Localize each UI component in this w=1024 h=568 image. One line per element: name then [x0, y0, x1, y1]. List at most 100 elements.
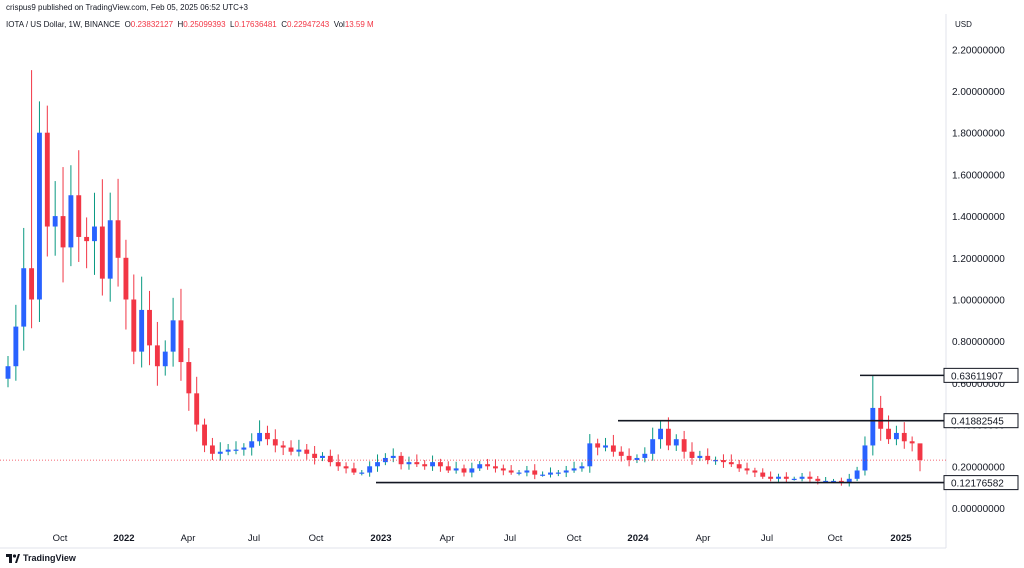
candle-body — [5, 366, 11, 379]
candle-body — [760, 472, 766, 477]
candle-body — [469, 468, 475, 473]
candle-body — [642, 453, 648, 458]
open-label: O — [124, 20, 131, 29]
publisher-info: crispus9 published on TradingView.com, F… — [6, 3, 248, 12]
candle-body — [540, 474, 546, 476]
candle-body — [555, 472, 561, 474]
candle-body — [367, 466, 373, 473]
candle-body — [202, 424, 207, 446]
candle-body — [799, 476, 805, 479]
y-tick-label: 1.80000000 — [952, 129, 1005, 140]
level-label: 0.63611907 — [951, 371, 1004, 382]
candle-body — [618, 451, 624, 456]
y-tick-label: 1.60000000 — [952, 170, 1005, 181]
candle-body — [131, 299, 137, 352]
candle-body — [768, 476, 774, 479]
candle-body — [99, 226, 105, 279]
candle-body — [406, 462, 412, 465]
candle-body — [548, 472, 553, 475]
candle-body — [831, 480, 836, 483]
candle-body — [893, 432, 899, 440]
candle-body — [461, 468, 467, 473]
candle-body — [595, 443, 601, 448]
candle-body — [430, 462, 435, 467]
candle-body — [878, 407, 884, 429]
candle-body — [139, 309, 145, 352]
candle-body — [312, 453, 318, 458]
candle-body — [524, 470, 530, 473]
candle-body — [170, 320, 176, 352]
candle-body — [744, 468, 750, 471]
candle-body — [107, 220, 113, 279]
candle-body — [445, 466, 451, 471]
level-label-box — [943, 413, 1019, 429]
candle-body — [320, 455, 325, 458]
candle-body — [209, 445, 215, 454]
candle-body — [689, 451, 695, 458]
x-tick-label: Oct — [828, 533, 843, 544]
candle-body — [335, 462, 341, 467]
candle-body — [162, 351, 168, 367]
candle-body — [123, 257, 129, 300]
y-tick-label: 0.60000000 — [952, 379, 1005, 390]
x-tick-label: Apr — [440, 533, 455, 544]
candle-body — [154, 345, 160, 367]
candle-body — [84, 236, 90, 242]
symbol-title: IOTA / US Dollar, 1W, BINANCE — [6, 20, 121, 29]
candle-body — [29, 268, 35, 300]
level-label: 0.41882545 — [951, 417, 1004, 428]
candle-body — [634, 457, 640, 461]
x-tick-label: Jul — [504, 533, 516, 544]
candle-body — [304, 449, 310, 454]
candle-body — [21, 268, 27, 327]
candle-body — [713, 460, 719, 462]
candle-body — [681, 439, 687, 452]
candle-body — [52, 216, 58, 227]
candle-body — [516, 472, 522, 474]
candle-body — [76, 195, 82, 237]
candle-body — [194, 393, 200, 425]
y-tick-label: 1.40000000 — [952, 212, 1005, 223]
tradingview-footer[interactable]: TradingView — [6, 553, 76, 563]
candle-body — [422, 464, 428, 467]
candle-body — [37, 132, 42, 300]
candle-body — [398, 455, 404, 465]
y-tick-label: 2.00000000 — [952, 87, 1005, 98]
candle-body — [147, 309, 152, 346]
candle-body — [414, 462, 420, 465]
x-tick-label: 2022 — [113, 533, 134, 544]
candle-body — [13, 326, 19, 367]
candle-body — [783, 476, 789, 479]
candle-body — [508, 470, 514, 473]
candle-body — [846, 478, 852, 483]
candle-body — [752, 470, 758, 473]
candle-body — [477, 464, 483, 469]
symbol-ohlc-bar: IOTA / US Dollar, 1W, BINANCE O0.2383212… — [6, 20, 374, 29]
candle-body — [791, 478, 797, 481]
candle-body — [115, 220, 121, 258]
candle-body — [909, 441, 915, 444]
candle-body — [901, 432, 907, 442]
candle-body — [587, 443, 593, 467]
candle-body — [68, 195, 74, 248]
candle-body — [658, 428, 663, 440]
x-tick-label: Oct — [309, 533, 324, 544]
low-value: 0.17636481 — [234, 20, 277, 29]
y-tick-label: 1.00000000 — [952, 296, 1005, 307]
candle-body — [862, 445, 868, 471]
high-value: 0.25099393 — [183, 20, 226, 29]
x-tick-label: Jul — [248, 533, 260, 544]
candle-body — [886, 428, 891, 440]
close-label: C — [281, 20, 287, 29]
candle-body — [815, 478, 821, 481]
candle-body — [390, 455, 396, 458]
level-label-box — [943, 367, 1019, 383]
candle-body — [500, 468, 506, 471]
candle-body — [217, 451, 223, 454]
candle-body — [807, 476, 813, 479]
y-tick-label: 0.20000000 — [952, 462, 1005, 473]
x-tick-label: Jul — [761, 533, 773, 544]
volume-label: Vol — [333, 20, 345, 29]
y-tick-label: 0.00000000 — [952, 504, 1005, 515]
